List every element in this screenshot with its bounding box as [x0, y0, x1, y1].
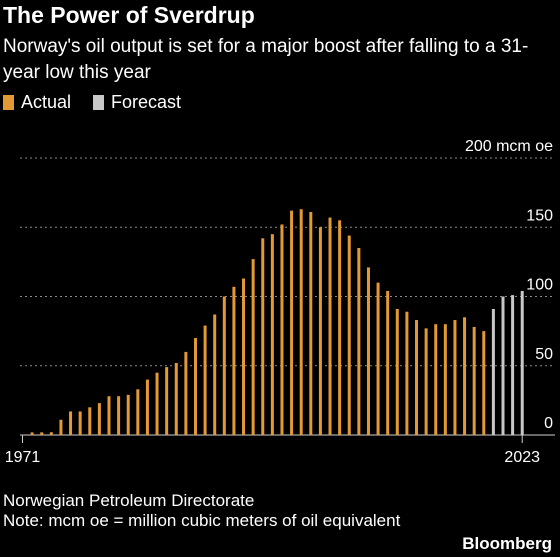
bar-actual	[40, 432, 44, 435]
legend-label-forecast: Forecast	[111, 92, 182, 112]
bar-actual	[328, 217, 332, 435]
bar-actual	[366, 267, 370, 435]
bar-actual	[270, 234, 274, 435]
legend-item-actual: Actual	[3, 92, 71, 113]
bar-actual	[78, 411, 82, 435]
bar-actual	[49, 432, 53, 435]
y-tick-label: 150	[526, 207, 553, 224]
bar-actual	[290, 210, 294, 435]
bar-actual	[261, 238, 265, 435]
note-text: Note: mcm oe = million cubic meters of o…	[3, 511, 401, 530]
y-tick-label: 200 mcm oe	[465, 138, 553, 155]
bar-actual	[21, 434, 24, 436]
chart-subtitle: Norway's oil output is set for a major b…	[3, 36, 529, 83]
bar-actual	[88, 407, 92, 435]
bar-actual	[30, 432, 34, 435]
bar-actual	[338, 220, 342, 435]
bar-actual	[472, 326, 476, 435]
bar-actual	[299, 209, 303, 435]
bar-actual	[453, 320, 457, 435]
y-tick-label: 100	[526, 277, 553, 294]
bar-actual	[155, 372, 159, 435]
legend-swatch-forecast	[93, 95, 105, 110]
bar-chart: 0 50 100 150 200 mcm oe 1971 2023	[5, 138, 555, 466]
bar-actual	[126, 394, 130, 435]
bar-actual	[405, 311, 409, 435]
bar-forecast	[491, 308, 495, 435]
bar-actual	[69, 411, 73, 435]
bar-actual	[165, 367, 169, 435]
bar-actual	[386, 290, 390, 435]
x-tick-label: 2023	[504, 449, 540, 466]
bar-actual	[424, 328, 428, 435]
bar-actual	[222, 296, 226, 435]
bar-actual	[280, 224, 284, 435]
legend-swatch-actual	[3, 95, 14, 110]
bar-actual	[376, 282, 380, 435]
legend: Actual Forecast	[3, 92, 203, 113]
bar-actual	[136, 389, 140, 435]
bar-actual	[357, 248, 361, 435]
bar-forecast	[520, 290, 524, 435]
y-tick-label: 0	[544, 415, 553, 432]
bar-actual	[347, 235, 351, 435]
bar-actual	[232, 286, 236, 435]
bar-actual	[97, 403, 101, 435]
bar-actual	[193, 338, 197, 435]
bar-actual	[174, 362, 178, 435]
x-tick-label: 1971	[5, 449, 41, 466]
bar-actual	[203, 325, 207, 435]
bar-actual	[443, 324, 447, 435]
bar-actual	[463, 317, 467, 435]
bar-actual	[395, 308, 399, 435]
bar-actual	[107, 396, 111, 435]
bloomberg-logo: Bloomberg	[462, 534, 552, 553]
chart-footer: Norwegian Petroleum Directorate Note: mc…	[3, 491, 523, 531]
bar-actual	[213, 314, 217, 435]
bar-actual	[117, 396, 121, 435]
bar-actual	[318, 227, 322, 435]
bar-actual	[251, 259, 255, 435]
legend-label-actual: Actual	[21, 92, 72, 112]
bar-actual	[415, 320, 419, 435]
bar-actual	[309, 212, 313, 435]
bar-forecast	[501, 296, 505, 435]
y-tick-label: 50	[535, 346, 553, 363]
source-text: Norwegian Petroleum Directorate	[3, 491, 255, 510]
bar-actual	[59, 419, 63, 435]
legend-item-forecast: Forecast	[93, 92, 181, 113]
bar-actual	[184, 351, 188, 435]
bar-actual	[242, 278, 246, 435]
bar-actual	[482, 331, 486, 435]
bar-forecast	[511, 295, 515, 435]
bar-actual	[145, 379, 149, 435]
bar-actual	[434, 324, 438, 435]
chart-title: The Power of Sverdrup	[3, 2, 255, 28]
